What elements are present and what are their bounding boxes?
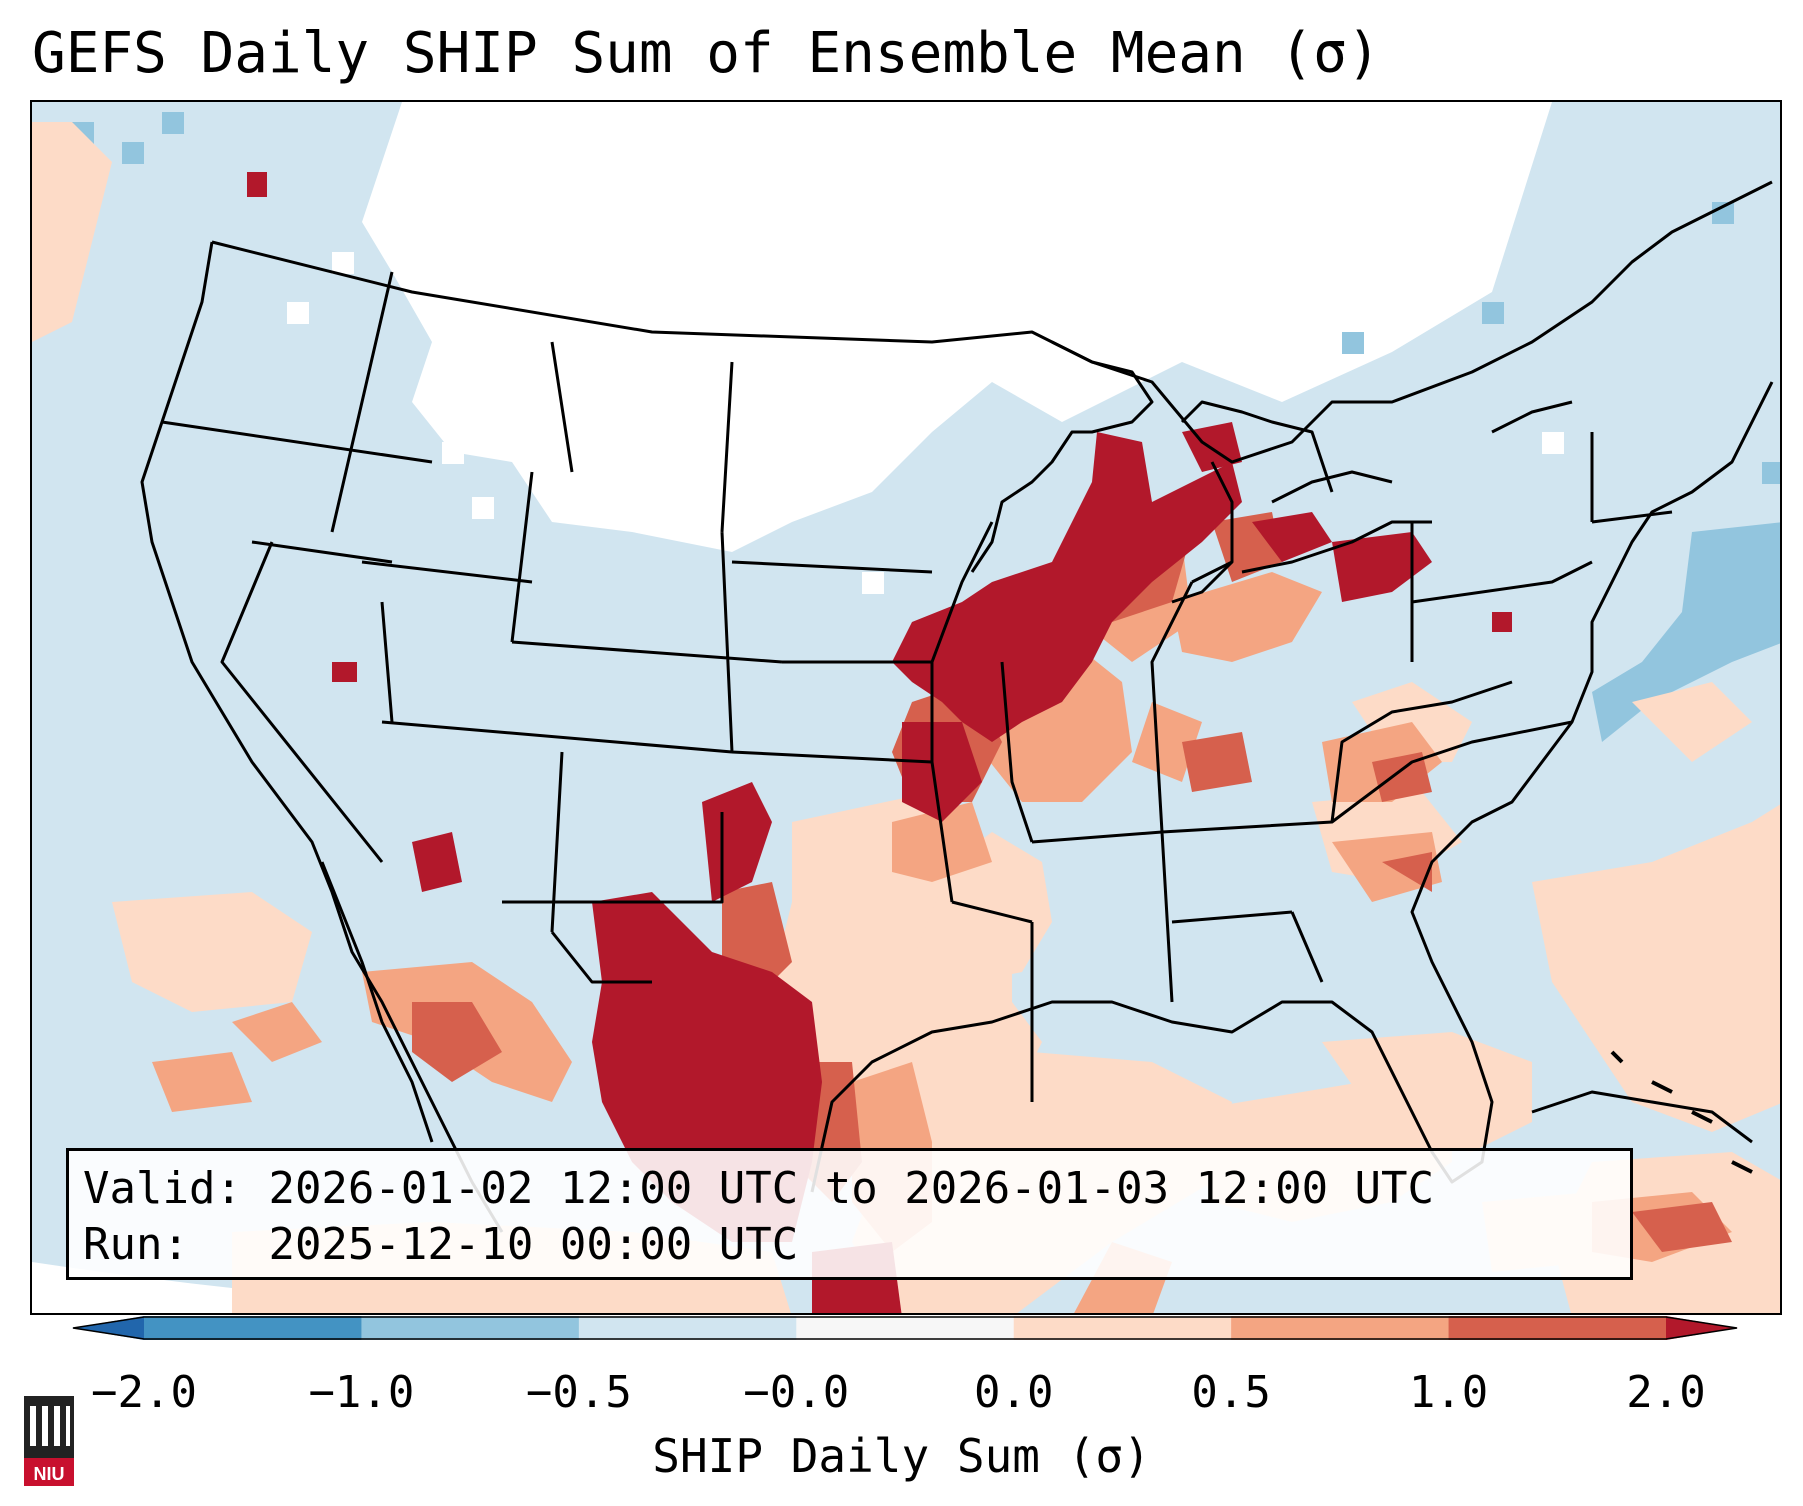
- svg-text:NIU: NIU: [34, 1464, 65, 1484]
- state-lines: [161, 271, 1673, 1102]
- colorbar-segment: [1013, 1316, 1232, 1340]
- colorbar-label: SHIP Daily Sum (σ): [652, 1429, 1151, 1483]
- colorbar-segment: [144, 1316, 362, 1340]
- run-label: Run:: [83, 1219, 189, 1270]
- us-canada-border: [211, 180, 1773, 464]
- map-panel: [30, 100, 1782, 1315]
- colorbar-extend-low: [72, 1316, 144, 1340]
- colorbar: [72, 1316, 1738, 1340]
- colorbar-tick-label: 0.0: [973, 1367, 1054, 1418]
- colorbar-tick-label: −0.0: [743, 1367, 850, 1418]
- colorbar-segment: [1448, 1316, 1667, 1340]
- colorbar-segment: [361, 1316, 580, 1340]
- map-title: GEFS Daily SHIP Sum of Ensemble Mean (σ): [32, 21, 1381, 86]
- colorbar-tick-label: −0.5: [525, 1367, 632, 1418]
- colorbar-segment: [1231, 1316, 1450, 1340]
- niu-logo: NIU: [24, 1396, 74, 1486]
- colorbar-tick-label: 0.5: [1191, 1367, 1271, 1418]
- colorbar-tick-label: 2.0: [1626, 1367, 1706, 1418]
- colorbar-segment: [578, 1316, 797, 1340]
- valid-run-info-box: Valid: 2026-01-02 12:00 UTC to 2026-01-0…: [66, 1148, 1633, 1280]
- colorbar-outline: [72, 1316, 1738, 1340]
- colorbar-tick-label: −2.0: [91, 1367, 197, 1418]
- run-row: Run: 2025-12-10 00:00 UTC: [83, 1217, 1616, 1273]
- ship-map: [32, 102, 1780, 1313]
- colorbar-segment: [796, 1316, 1015, 1340]
- valid-value: 2026-01-02 12:00 UTC to 2026-01-03 12:00…: [268, 1163, 1435, 1214]
- boundary-lines: [140, 180, 1774, 1233]
- colorbar-ticks: −2.0 −1.0 −0.5 −0.0 0.0 0.5 1.0 2.0: [0, 1368, 1803, 1418]
- gulf-coast: [810, 381, 1774, 1193]
- islands: [1610, 1050, 1753, 1174]
- run-value: 2025-12-10 00:00 UTC: [268, 1219, 799, 1270]
- valid-row: Valid: 2026-01-02 12:00 UTC to 2026-01-0…: [83, 1161, 1616, 1217]
- colorbar-tick-label: −1.0: [308, 1367, 415, 1418]
- baja: [320, 861, 434, 1143]
- near-zero-region: [287, 102, 1564, 594]
- colorbar-tick-label: 1.0: [1408, 1367, 1489, 1418]
- colorbar-extend-high: [1666, 1316, 1738, 1340]
- cuba: [1531, 1090, 1753, 1144]
- projection-edge: [32, 1262, 538, 1313]
- valid-label: Valid:: [83, 1163, 242, 1214]
